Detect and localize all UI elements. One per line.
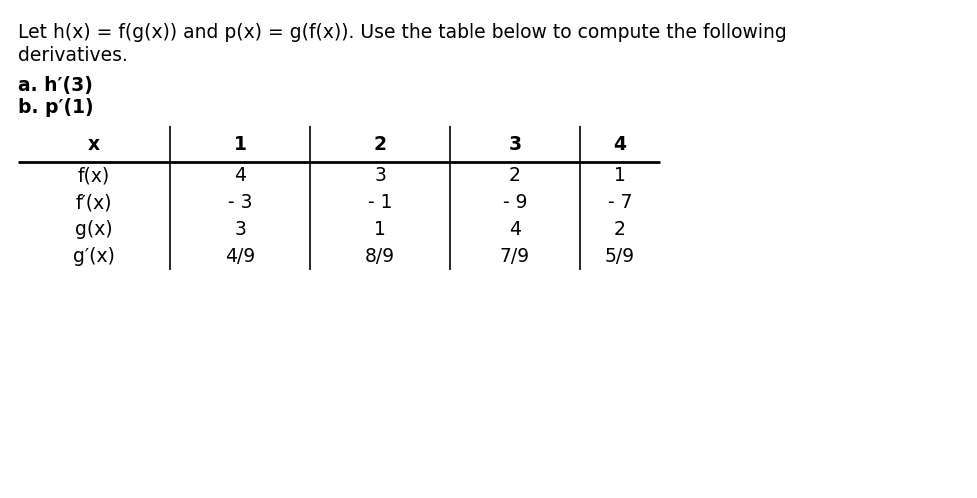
Text: 2: 2 [509, 166, 521, 185]
Text: 2: 2 [373, 134, 386, 153]
Text: 4/9: 4/9 [225, 247, 255, 266]
Text: Let h(x) = f(g(x)) and p(x) = g(f(x)). Use the table below to compute the follow: Let h(x) = f(g(x)) and p(x) = g(f(x)). U… [18, 23, 786, 42]
Text: 1: 1 [614, 166, 625, 185]
Text: b. p′(1): b. p′(1) [18, 98, 94, 117]
Text: 1: 1 [234, 134, 246, 153]
Text: 3: 3 [508, 134, 521, 153]
Text: 1: 1 [373, 220, 386, 239]
Text: a. h′(3): a. h′(3) [18, 76, 93, 95]
Text: 8/9: 8/9 [364, 247, 395, 266]
Text: - 7: - 7 [607, 193, 631, 212]
Text: x: x [88, 134, 100, 153]
Text: - 1: - 1 [367, 193, 392, 212]
Text: f′(x): f′(x) [75, 193, 112, 212]
Text: f(x): f(x) [78, 166, 110, 185]
Text: - 9: - 9 [502, 193, 527, 212]
Text: g′(x): g′(x) [73, 247, 115, 266]
Text: 4: 4 [508, 220, 521, 239]
Text: 3: 3 [373, 166, 386, 185]
Text: 3: 3 [234, 220, 245, 239]
Text: - 3: - 3 [228, 193, 252, 212]
Text: 7/9: 7/9 [499, 247, 530, 266]
Text: derivatives.: derivatives. [18, 46, 128, 65]
Text: 4: 4 [613, 134, 626, 153]
Text: 2: 2 [614, 220, 625, 239]
Text: 5/9: 5/9 [605, 247, 634, 266]
Text: 4: 4 [234, 166, 246, 185]
Text: g(x): g(x) [75, 220, 112, 239]
